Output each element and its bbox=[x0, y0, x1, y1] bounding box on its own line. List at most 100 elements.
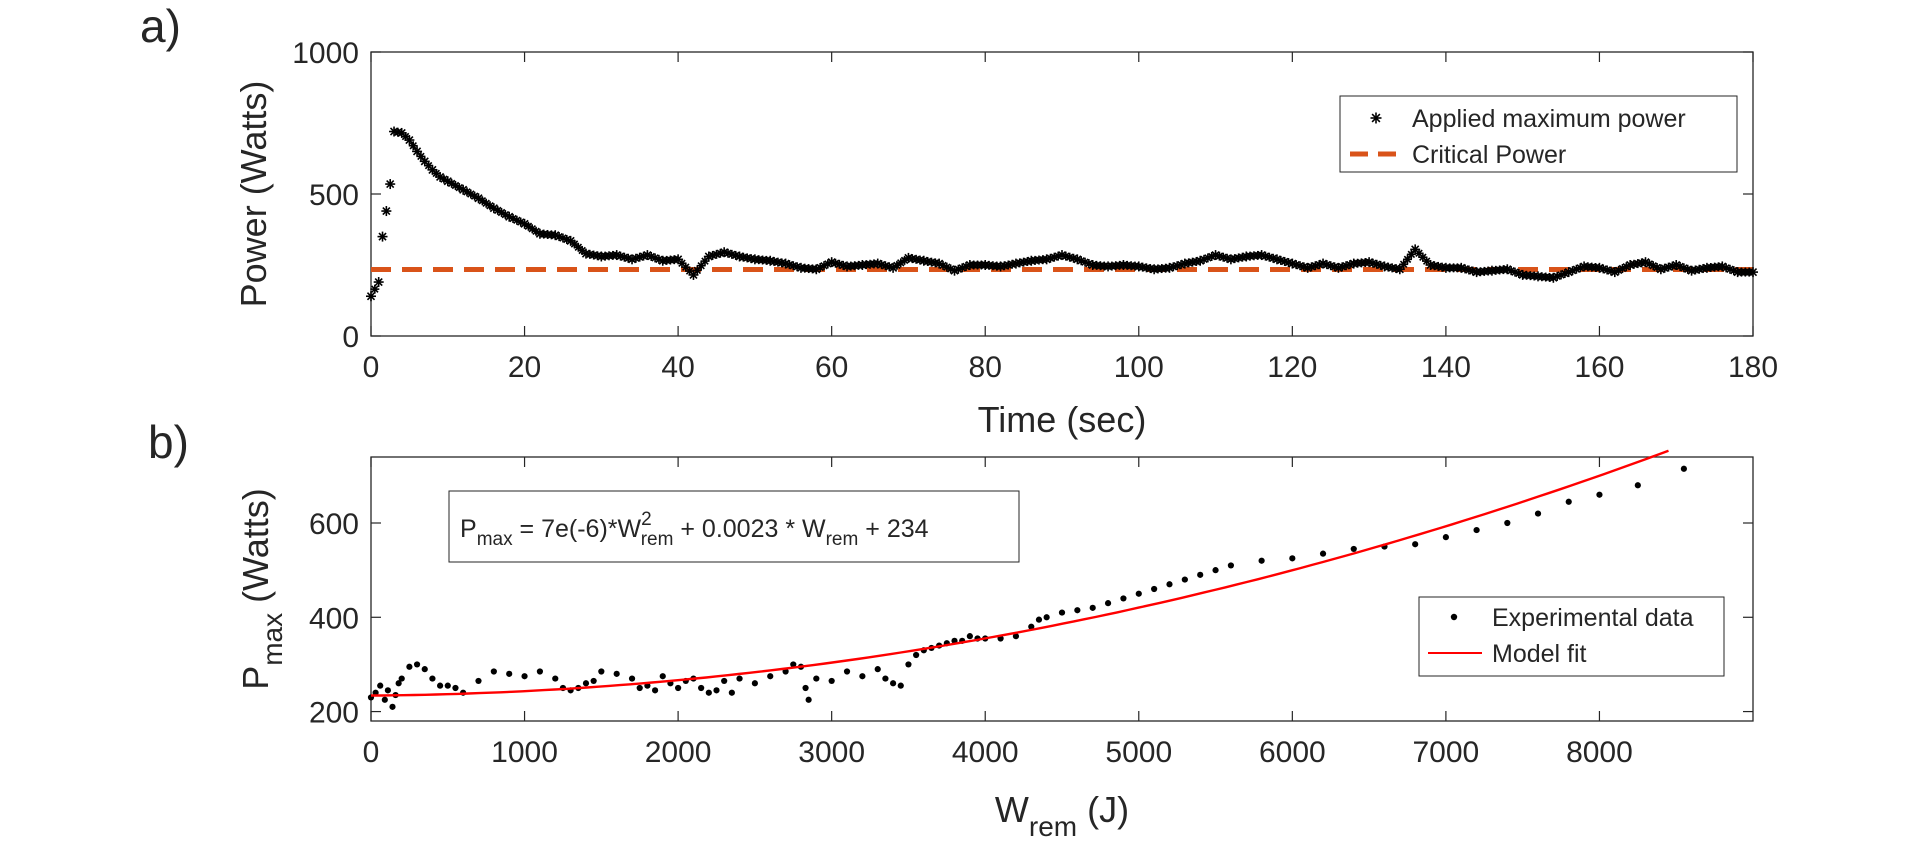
experimental-data-point bbox=[1504, 519, 1511, 527]
experimental-data-point bbox=[1028, 623, 1035, 630]
chart-b-xlabel-sub: rem bbox=[1029, 811, 1077, 842]
experimental-data-point bbox=[1596, 491, 1603, 498]
legend-item-applied-power: Applied maximum power bbox=[1412, 105, 1686, 133]
experimental-data-point bbox=[1197, 571, 1204, 578]
experimental-data-point bbox=[444, 682, 451, 689]
chart-a-xtick-label: 0 bbox=[363, 351, 380, 384]
experimental-data-point bbox=[805, 696, 812, 703]
chart-b: 0 1000 2000 3000 4000 5000 6000 7000 8000 200 400 6… bbox=[235, 449, 1754, 842]
chart-a-xtick-label: 40 bbox=[661, 351, 694, 384]
experimental-data-point bbox=[1634, 482, 1641, 489]
chart-a-ytick-label: 500 bbox=[309, 179, 359, 212]
legend-dot-marker bbox=[1450, 613, 1458, 621]
chart-a-series bbox=[366, 126, 1758, 302]
applied-power-point bbox=[454, 183, 464, 193]
chart-b-ticks: 0 1000 2000 3000 4000 5000 6000 7000 8000 200 400 6… bbox=[309, 457, 1753, 769]
chart-b-ylabel: Pmax (Watts) bbox=[235, 488, 288, 690]
chart-b-xtick-label: 2000 bbox=[645, 736, 712, 769]
experimental-data-point bbox=[782, 668, 789, 675]
chart-b-xlabel: Wrem (J) bbox=[995, 789, 1129, 842]
experimental-data-point bbox=[582, 680, 590, 687]
experimental-data-point bbox=[721, 677, 728, 685]
chart-a-legend: Applied maximum power Critical Power bbox=[1339, 95, 1738, 173]
chart-b-ylabel-unit: (Watts) bbox=[235, 488, 276, 613]
experimental-data-point bbox=[377, 682, 384, 689]
chart-b-xtick-label: 5000 bbox=[1105, 736, 1172, 769]
applied-power-point bbox=[404, 135, 415, 146]
experimental-data-point bbox=[713, 687, 720, 694]
experimental-data-point bbox=[1473, 526, 1480, 534]
chart-a-legend-box bbox=[1339, 95, 1738, 173]
experimental-data-point bbox=[1680, 465, 1687, 472]
chart-a-ylabel: Power (Watts) bbox=[233, 81, 274, 308]
experimental-data-point bbox=[372, 689, 379, 696]
experimental-data-point bbox=[1319, 550, 1327, 557]
experimental-data-point bbox=[552, 675, 559, 682]
experimental-data-point bbox=[843, 668, 851, 675]
chart-a-xtick-label: 160 bbox=[1574, 351, 1624, 384]
applied-power-point bbox=[424, 161, 434, 171]
experimental-data-point bbox=[406, 663, 413, 670]
experimental-data-point bbox=[598, 668, 605, 675]
equation-box bbox=[448, 490, 1020, 563]
applied-power-point bbox=[408, 141, 418, 151]
experimental-data-point bbox=[1035, 616, 1043, 623]
chart-b-xlabel-unit: (J) bbox=[1077, 789, 1129, 830]
applied-power-point bbox=[1203, 253, 1213, 263]
chart-a-xtick-label: 20 bbox=[508, 351, 541, 384]
chart-a-xtick-label: 180 bbox=[1728, 351, 1778, 384]
experimental-data-point bbox=[1104, 600, 1112, 607]
applied-power-point bbox=[880, 261, 890, 271]
experimental-data-point bbox=[728, 689, 735, 696]
experimental-data-point bbox=[490, 668, 497, 675]
experimental-data-point bbox=[1120, 595, 1127, 602]
experimental-data-point bbox=[828, 677, 835, 685]
chart-b-ytick-label: 600 bbox=[309, 508, 359, 541]
chart-b-xtick-label: 3000 bbox=[798, 736, 865, 769]
applied-power-point bbox=[1299, 262, 1309, 272]
chart-a-axes-box bbox=[370, 51, 1754, 337]
experimental-data-point bbox=[421, 666, 428, 673]
experimental-data-point bbox=[913, 651, 920, 659]
experimental-data-point bbox=[736, 675, 743, 682]
chart-b-ytick-label: 200 bbox=[309, 697, 359, 730]
experimental-data-point bbox=[905, 661, 912, 668]
chart-a: 0 20 40 60 80 100 120 140 160 180 0 500 1000 Time (s… bbox=[233, 37, 1778, 440]
experimental-data-point bbox=[1412, 541, 1419, 548]
chart-b-xtick-label: 1000 bbox=[491, 736, 558, 769]
applied-power-point bbox=[700, 256, 710, 266]
chart-a-xlabel: Time (sec) bbox=[978, 399, 1147, 440]
chart-b-xtick-label: 0 bbox=[363, 736, 380, 769]
experimental-data-point bbox=[1350, 545, 1357, 553]
experimental-data-point bbox=[751, 680, 758, 687]
experimental-data-point bbox=[381, 696, 388, 703]
chart-b-xlabel-main: W bbox=[995, 789, 1029, 830]
experimental-data-point bbox=[1074, 607, 1081, 614]
experimental-data-point bbox=[1166, 581, 1173, 588]
experimental-data-point bbox=[767, 673, 774, 680]
model-fit-curve bbox=[371, 449, 1669, 697]
chart-b-legend-box bbox=[1418, 596, 1725, 677]
panel-label-b: b) bbox=[148, 416, 189, 468]
chart-b-xtick-label: 8000 bbox=[1566, 736, 1633, 769]
experimental-data-point bbox=[521, 673, 528, 680]
experimental-data-point bbox=[1151, 585, 1158, 593]
applied-power-point bbox=[385, 179, 396, 190]
experimental-data-point bbox=[437, 682, 444, 689]
chart-b-xtick-label: 6000 bbox=[1259, 736, 1326, 769]
applied-power-point bbox=[685, 266, 695, 276]
chart-a-ticks: 0 20 40 60 80 100 120 140 160 180 0 500 1000 bbox=[292, 37, 1778, 384]
experimental-data-point bbox=[874, 666, 881, 673]
experimental-data-point bbox=[590, 677, 597, 685]
chart-b-xtick-label: 4000 bbox=[952, 736, 1019, 769]
experimental-data-point bbox=[384, 687, 391, 694]
experimental-data-point bbox=[628, 675, 636, 682]
chart-b-legend: Experimental data Model fit bbox=[1418, 596, 1725, 677]
experimental-data-point bbox=[395, 680, 402, 687]
experimental-data-point bbox=[1181, 576, 1188, 583]
experimental-data-point bbox=[475, 677, 482, 685]
experimental-data-point bbox=[1227, 562, 1235, 569]
chart-b-ylabel-sub: max bbox=[257, 613, 288, 666]
experimental-data-point bbox=[1089, 604, 1096, 611]
